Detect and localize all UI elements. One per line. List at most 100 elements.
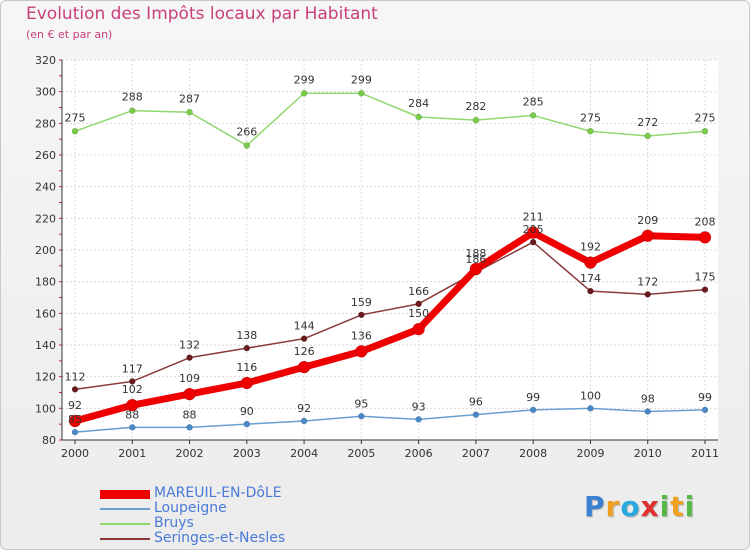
legend-item: MAREUIL-EN-DôLE xyxy=(100,486,360,501)
x-tick-label: 2009 xyxy=(576,447,604,460)
data-label: 92 xyxy=(297,402,311,415)
data-point xyxy=(701,406,709,414)
legend-item: Bruys xyxy=(100,516,360,531)
chart-legend: MAREUIL-EN-DôLE Loupeigne Bruys Seringes-et… xyxy=(100,486,360,546)
y-tick-label: 120 xyxy=(35,371,56,384)
data-label: 188 xyxy=(465,247,486,260)
x-tick-label: 2010 xyxy=(634,447,662,460)
data-point xyxy=(412,322,425,336)
x-tick-label: 2008 xyxy=(519,447,547,460)
series-line xyxy=(74,92,706,147)
legend-swatch xyxy=(100,538,150,540)
y-tick-label: 280 xyxy=(35,117,56,130)
data-label: 85 xyxy=(68,413,82,426)
data-label: 172 xyxy=(637,275,658,288)
y-tick-label: 300 xyxy=(35,86,56,99)
data-label: 272 xyxy=(637,116,658,129)
y-tick-label: 240 xyxy=(35,181,56,194)
y-tick-label: 160 xyxy=(35,307,56,320)
data-label: 282 xyxy=(465,100,486,113)
x-tick-label: 2004 xyxy=(290,447,318,460)
data-point xyxy=(641,229,654,242)
data-point xyxy=(358,311,365,319)
data-label: 275 xyxy=(580,111,601,124)
data-label: 96 xyxy=(469,396,483,409)
x-tick-label: 2007 xyxy=(462,447,490,460)
data-label: 144 xyxy=(294,320,315,333)
data-point xyxy=(472,411,480,418)
logo-letter: i xyxy=(684,490,696,523)
x-tick-label: 2001 xyxy=(118,447,146,460)
data-point xyxy=(71,428,79,436)
data-label: 209 xyxy=(637,214,658,227)
legend-item: Seringes-et-Nesles xyxy=(100,531,360,546)
data-point xyxy=(358,413,365,420)
data-label: 186 xyxy=(465,253,486,266)
data-label: 116 xyxy=(236,361,257,374)
data-point xyxy=(587,405,594,412)
x-tick-label: 2002 xyxy=(176,447,204,460)
data-point xyxy=(529,238,537,246)
legend-swatch xyxy=(100,508,150,510)
data-point xyxy=(644,132,651,140)
data-point xyxy=(587,128,594,135)
data-label: 266 xyxy=(236,126,257,139)
data-label: 136 xyxy=(351,329,372,342)
y-tick-label: 80 xyxy=(42,434,56,447)
data-label: 211 xyxy=(523,211,544,224)
x-tick-label: 2003 xyxy=(233,447,261,460)
data-label: 175 xyxy=(695,271,716,284)
data-label: 112 xyxy=(65,370,86,383)
y-tick-label: 200 xyxy=(35,244,56,257)
logo-letter: i xyxy=(659,490,671,523)
data-point xyxy=(300,417,308,425)
y-tick-label: 100 xyxy=(35,402,56,415)
chart-subtitle: (en € et par an) xyxy=(26,28,113,41)
data-point xyxy=(644,291,651,298)
data-point xyxy=(129,378,136,385)
data-label: 88 xyxy=(125,408,139,421)
data-point xyxy=(129,424,136,431)
data-label: 159 xyxy=(351,296,372,309)
data-point xyxy=(469,262,483,276)
data-label: 102 xyxy=(122,383,143,396)
data-point xyxy=(526,226,540,239)
data-label: 100 xyxy=(580,389,601,402)
data-point xyxy=(415,416,422,423)
data-label: 299 xyxy=(294,73,315,86)
legend-label: Loupeigne xyxy=(154,500,227,516)
data-label: 150 xyxy=(408,307,429,320)
x-tick-label: 2005 xyxy=(347,447,375,460)
data-label: 95 xyxy=(354,397,368,410)
x-tick-label: 2011 xyxy=(691,447,719,460)
y-tick-label: 140 xyxy=(35,339,56,352)
data-point xyxy=(701,128,709,135)
data-label: 109 xyxy=(179,372,200,385)
legend-swatch xyxy=(100,523,150,525)
legend-item: Loupeigne xyxy=(100,501,360,516)
data-label: 208 xyxy=(695,215,716,228)
logo-letter: t xyxy=(670,490,685,523)
data-point xyxy=(587,287,594,295)
data-point xyxy=(186,424,193,431)
data-point xyxy=(183,387,196,401)
data-point xyxy=(71,386,79,393)
data-label: 284 xyxy=(408,97,429,110)
series-line xyxy=(71,229,709,425)
data-label: 275 xyxy=(65,111,86,124)
logo-letter: x xyxy=(640,490,660,523)
legend-swatch xyxy=(100,489,150,499)
data-point xyxy=(297,360,311,374)
data-point xyxy=(472,116,480,124)
y-tick-label: 320 xyxy=(35,54,56,67)
logo-letter: o xyxy=(620,490,641,523)
y-tick-label: 180 xyxy=(35,276,56,289)
data-point xyxy=(584,256,597,269)
data-point xyxy=(300,90,308,97)
chart-title: Evolution des Impôts locaux par Habitant xyxy=(26,4,378,24)
data-label: 174 xyxy=(580,272,601,285)
data-label: 299 xyxy=(351,73,372,86)
data-label: 99 xyxy=(698,391,712,404)
data-point xyxy=(415,300,422,308)
data-label: 90 xyxy=(240,405,254,418)
